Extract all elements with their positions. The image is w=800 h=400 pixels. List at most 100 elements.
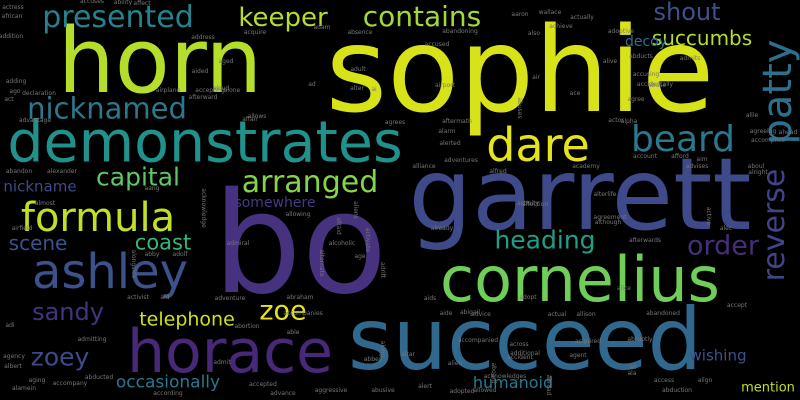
cloud-word: demonstrates bbox=[7, 109, 403, 176]
cloud-word: accompanies bbox=[283, 310, 323, 317]
cloud-word: account bbox=[633, 153, 657, 160]
cloud-word: alterlife bbox=[593, 191, 617, 198]
cloud-word: affect bbox=[133, 0, 151, 7]
cloud-word: adventure bbox=[214, 295, 246, 302]
cloud-word: abducted bbox=[84, 374, 114, 381]
cloud-word: ali bbox=[629, 364, 637, 371]
cloud-word: aboul bbox=[747, 163, 765, 170]
cloud-word: arranged bbox=[241, 165, 379, 200]
cloud-word: accompanied bbox=[457, 337, 499, 344]
cloud-word: allowed bbox=[473, 387, 497, 394]
cloud-word: aliens bbox=[352, 201, 359, 219]
cloud-word: accomplice bbox=[751, 137, 785, 144]
cloud-word: adventures bbox=[444, 157, 478, 164]
cloud-word: alert bbox=[418, 383, 432, 390]
cloud-word: agree bbox=[627, 96, 645, 103]
cloud-word: abandoning bbox=[442, 28, 478, 35]
cloud-word: admit bbox=[213, 359, 231, 366]
cloud-word: aid bbox=[160, 294, 170, 301]
cloud-word: actress bbox=[2, 4, 24, 11]
cloud-word: alamein bbox=[11, 385, 37, 392]
cloud-word: accidentally bbox=[636, 81, 674, 88]
cloud-word: abby bbox=[144, 251, 160, 258]
cloud-word: alright bbox=[748, 169, 768, 176]
cloud-word: adolf bbox=[172, 251, 188, 258]
cloud-word: keeper bbox=[238, 3, 328, 33]
cloud-word: alfred bbox=[489, 168, 507, 175]
cloud-word: adoptive bbox=[607, 28, 635, 35]
cloud-word: ad bbox=[308, 81, 316, 88]
cloud-word: accept bbox=[726, 302, 748, 309]
cloud-word: aftermath bbox=[442, 118, 472, 125]
cloud-word: formula bbox=[20, 195, 176, 241]
cloud-word: abusive bbox=[371, 387, 395, 394]
cloud-word: aids bbox=[423, 295, 437, 302]
cloud-word: somewhere bbox=[234, 195, 316, 211]
cloud-word: act bbox=[4, 96, 14, 103]
cloud-word: airport bbox=[434, 82, 456, 89]
cloud-word: admits bbox=[679, 55, 701, 62]
cloud-word: academy bbox=[572, 163, 600, 170]
cloud-word: across bbox=[509, 341, 529, 348]
cloud-word: adopt bbox=[519, 294, 537, 301]
cloud-word: aloud bbox=[212, 85, 230, 92]
cloud-word: airfield bbox=[11, 225, 33, 232]
cloud-word: alarm bbox=[438, 128, 456, 135]
cloud-word: presented bbox=[42, 0, 194, 35]
cloud-word: alice bbox=[616, 285, 632, 292]
cloud-word: aaron bbox=[511, 11, 529, 18]
cloud-word: abigail bbox=[460, 309, 480, 316]
cloud-word: aged bbox=[218, 58, 234, 65]
cloud-word: activist bbox=[127, 294, 149, 301]
cloud-word: acknowledges bbox=[483, 373, 527, 380]
cloud-word: abduction bbox=[662, 387, 692, 394]
cloud-word: afford bbox=[671, 153, 689, 160]
cloud-word: allie bbox=[745, 112, 759, 119]
cloud-word: telephone bbox=[139, 308, 235, 331]
cloud-word: air bbox=[532, 74, 540, 81]
cloud-word: allows bbox=[247, 113, 267, 120]
cloud-word: accused bbox=[424, 41, 450, 48]
cloud-word: align bbox=[697, 377, 713, 384]
cloud-word: shout bbox=[653, 0, 721, 26]
cloud-word: afterward bbox=[188, 94, 218, 101]
cloud-word: mention bbox=[741, 380, 795, 396]
cloud-word: reverse bbox=[757, 168, 792, 282]
cloud-word: achieve bbox=[549, 23, 573, 30]
cloud-word: ahead bbox=[778, 129, 798, 136]
cloud-word: agreement bbox=[593, 214, 627, 221]
cloud-word: horace bbox=[126, 317, 334, 387]
cloud-word: wishing bbox=[689, 346, 747, 365]
cloud-word: bo bbox=[212, 163, 388, 326]
cloud-word: accusing bbox=[632, 71, 660, 78]
cloud-word: zoey bbox=[30, 342, 90, 372]
cloud-word: accepting bbox=[195, 87, 225, 94]
cloud-word: active bbox=[705, 206, 712, 226]
cloud-word: wallace bbox=[538, 9, 562, 16]
cloud-word: agrees bbox=[384, 119, 406, 126]
cloud-word: activity bbox=[516, 200, 540, 207]
cloud-word: alcoholic bbox=[328, 240, 356, 247]
cloud-word: alexander bbox=[47, 168, 77, 175]
cloud-word: alternate bbox=[318, 249, 325, 277]
cloud-word: age bbox=[354, 253, 366, 260]
cloud-word: cornelius bbox=[440, 243, 720, 316]
cloud-word: actually bbox=[570, 14, 594, 21]
cloud-word: accepted bbox=[249, 381, 277, 388]
cloud-word: actor bbox=[608, 117, 624, 124]
cloud-word: capital bbox=[96, 162, 180, 192]
cloud-word: abroad bbox=[545, 374, 552, 396]
cloud-word: admitting bbox=[77, 336, 107, 343]
cloud-word: coast bbox=[134, 230, 192, 255]
cloud-word: adopted bbox=[449, 388, 475, 395]
cloud-word: abbey bbox=[363, 356, 383, 363]
cloud-word: almost bbox=[34, 200, 56, 207]
cloud-word: alive bbox=[602, 58, 618, 65]
cloud-word: beard bbox=[630, 119, 736, 160]
cloud-word: admiral bbox=[226, 240, 250, 247]
cloud-word: absence bbox=[347, 29, 373, 36]
cloud-word: activate bbox=[364, 227, 371, 253]
cloud-word: allison bbox=[576, 311, 596, 318]
cloud-word: afterwards bbox=[628, 237, 662, 244]
cloud-word: abandoned bbox=[646, 310, 680, 317]
